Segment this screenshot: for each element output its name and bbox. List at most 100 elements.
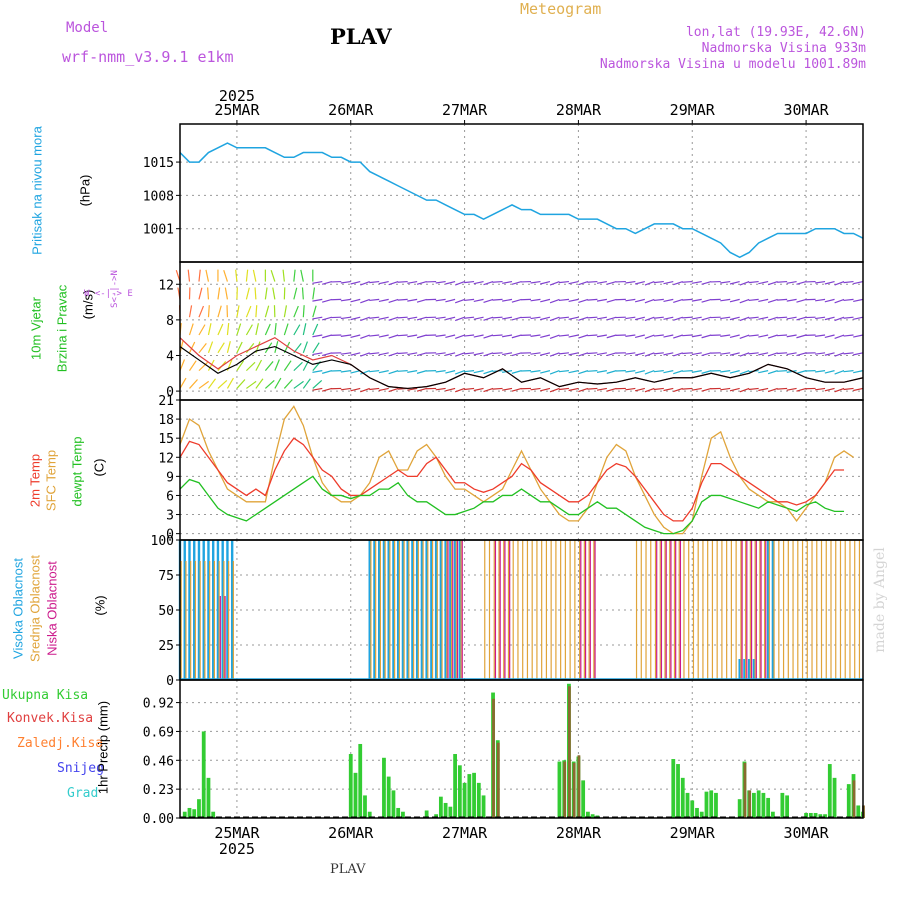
wind-arrow — [435, 280, 446, 284]
wind-arrow — [767, 316, 778, 321]
cloud-high-bar — [202, 540, 205, 680]
wind-arrow — [397, 334, 408, 337]
precip-total-bar — [481, 795, 486, 818]
precip-conv-bar — [492, 698, 495, 818]
wind-arrow — [540, 352, 551, 356]
wind-arrow — [302, 341, 308, 354]
wind-arrow — [834, 334, 845, 339]
wind-arrow — [378, 387, 389, 392]
wind-arrow — [606, 387, 617, 392]
day-label-bottom: 27MAR — [442, 824, 488, 842]
wind-arrow — [587, 316, 598, 319]
wind-arrow — [786, 334, 797, 338]
wind-arrow — [511, 387, 522, 392]
wind-arrow — [786, 352, 797, 356]
wind-arrow — [777, 334, 788, 337]
wind-arrow — [596, 352, 607, 356]
wind-arrow — [198, 324, 206, 336]
wind-arrow — [540, 281, 551, 285]
wind-arrow — [634, 281, 645, 285]
wind-arrow — [530, 334, 541, 337]
wind-arrow — [853, 352, 864, 356]
wind-arrow — [378, 298, 389, 303]
wind-arrow — [777, 387, 788, 390]
wind-gust-line — [179, 336, 864, 390]
precip-total-bar — [363, 795, 367, 818]
wind-arrow — [691, 334, 702, 338]
y-tick-label: 1001 — [143, 223, 174, 238]
wind-arrow — [397, 370, 408, 372]
wind-arrow — [606, 334, 617, 339]
wind-arrow — [578, 316, 589, 321]
year-label-bottom: 2025 — [219, 840, 255, 858]
cloud-high-bar — [411, 540, 414, 680]
wind-arrow — [815, 280, 826, 284]
wind-arrow — [245, 324, 253, 336]
wind-arrow — [644, 316, 655, 322]
wind-arrow — [407, 387, 418, 391]
precip-total-bar — [704, 791, 709, 818]
wind-arrow — [378, 370, 389, 374]
cloud-high-bar — [406, 540, 409, 680]
wind-arrow — [252, 269, 257, 282]
wind-arrow — [340, 334, 351, 337]
wind-arrow — [701, 298, 712, 303]
y-tick-label: 75 — [158, 569, 174, 584]
wind-arrow — [720, 334, 731, 337]
wind-arrow — [416, 281, 427, 285]
wind-arrow — [188, 341, 196, 354]
wind-arrow — [596, 316, 607, 320]
cloud-high-bar — [439, 540, 443, 680]
y-tick-label: 50 — [158, 604, 174, 619]
wind-arrow — [360, 316, 370, 322]
y-tick-label: 0.46 — [143, 754, 174, 769]
precip-conv-bar — [577, 755, 581, 818]
wind-arrow — [312, 379, 323, 389]
wind-arrow — [644, 370, 655, 375]
wind-arrow — [264, 323, 271, 336]
precip-total-bar — [438, 796, 443, 818]
wind-arrow — [397, 298, 408, 301]
wind-arrow — [435, 352, 446, 355]
wind-arrow — [748, 334, 759, 337]
wind-arrow — [207, 359, 215, 371]
wind-arrow — [663, 281, 674, 285]
wind-arrow — [682, 298, 693, 301]
wind-arrow — [720, 370, 731, 373]
wind-arrow — [758, 370, 769, 374]
wind-arrow — [236, 305, 240, 318]
wind-arrow — [407, 280, 418, 284]
cloud-high-bar — [425, 540, 428, 680]
wind-arrow — [701, 387, 712, 392]
wind-arrow — [834, 352, 845, 357]
precip-total-bar — [785, 795, 790, 818]
wind-arrow — [748, 387, 759, 391]
y-tick-label: 21 — [158, 394, 174, 409]
wind-arrow — [691, 316, 702, 320]
wind-arrow — [834, 298, 845, 304]
y-tick-label: 6 — [166, 489, 174, 504]
wind-arrow — [786, 298, 797, 302]
wind-arrow — [634, 298, 645, 303]
wind-arrow — [350, 298, 361, 303]
cloud-high-bar — [401, 540, 405, 680]
day-label-top: 26MAR — [328, 101, 374, 119]
wind-arrow — [187, 269, 191, 282]
wind-arrow — [558, 298, 569, 302]
precip-total-bar — [396, 807, 401, 818]
wind-arrow — [388, 387, 399, 393]
wind-arrow — [824, 370, 835, 374]
precip-label-zaledj: Zaledj.Kisa — [17, 736, 104, 751]
model-label: Model — [66, 20, 109, 36]
cloud-high-bar — [430, 540, 433, 680]
cloud-high-bar — [752, 659, 756, 680]
wind-arrow — [530, 280, 541, 284]
wind-arrow — [378, 316, 389, 320]
wind-arrow — [796, 298, 807, 303]
wind-arrow — [673, 370, 683, 375]
precip-total-bar — [752, 792, 756, 818]
wind-arrow — [293, 287, 298, 300]
wind-arrow — [416, 370, 427, 374]
wind-arrow — [217, 379, 228, 389]
wind-arrow — [312, 352, 323, 356]
